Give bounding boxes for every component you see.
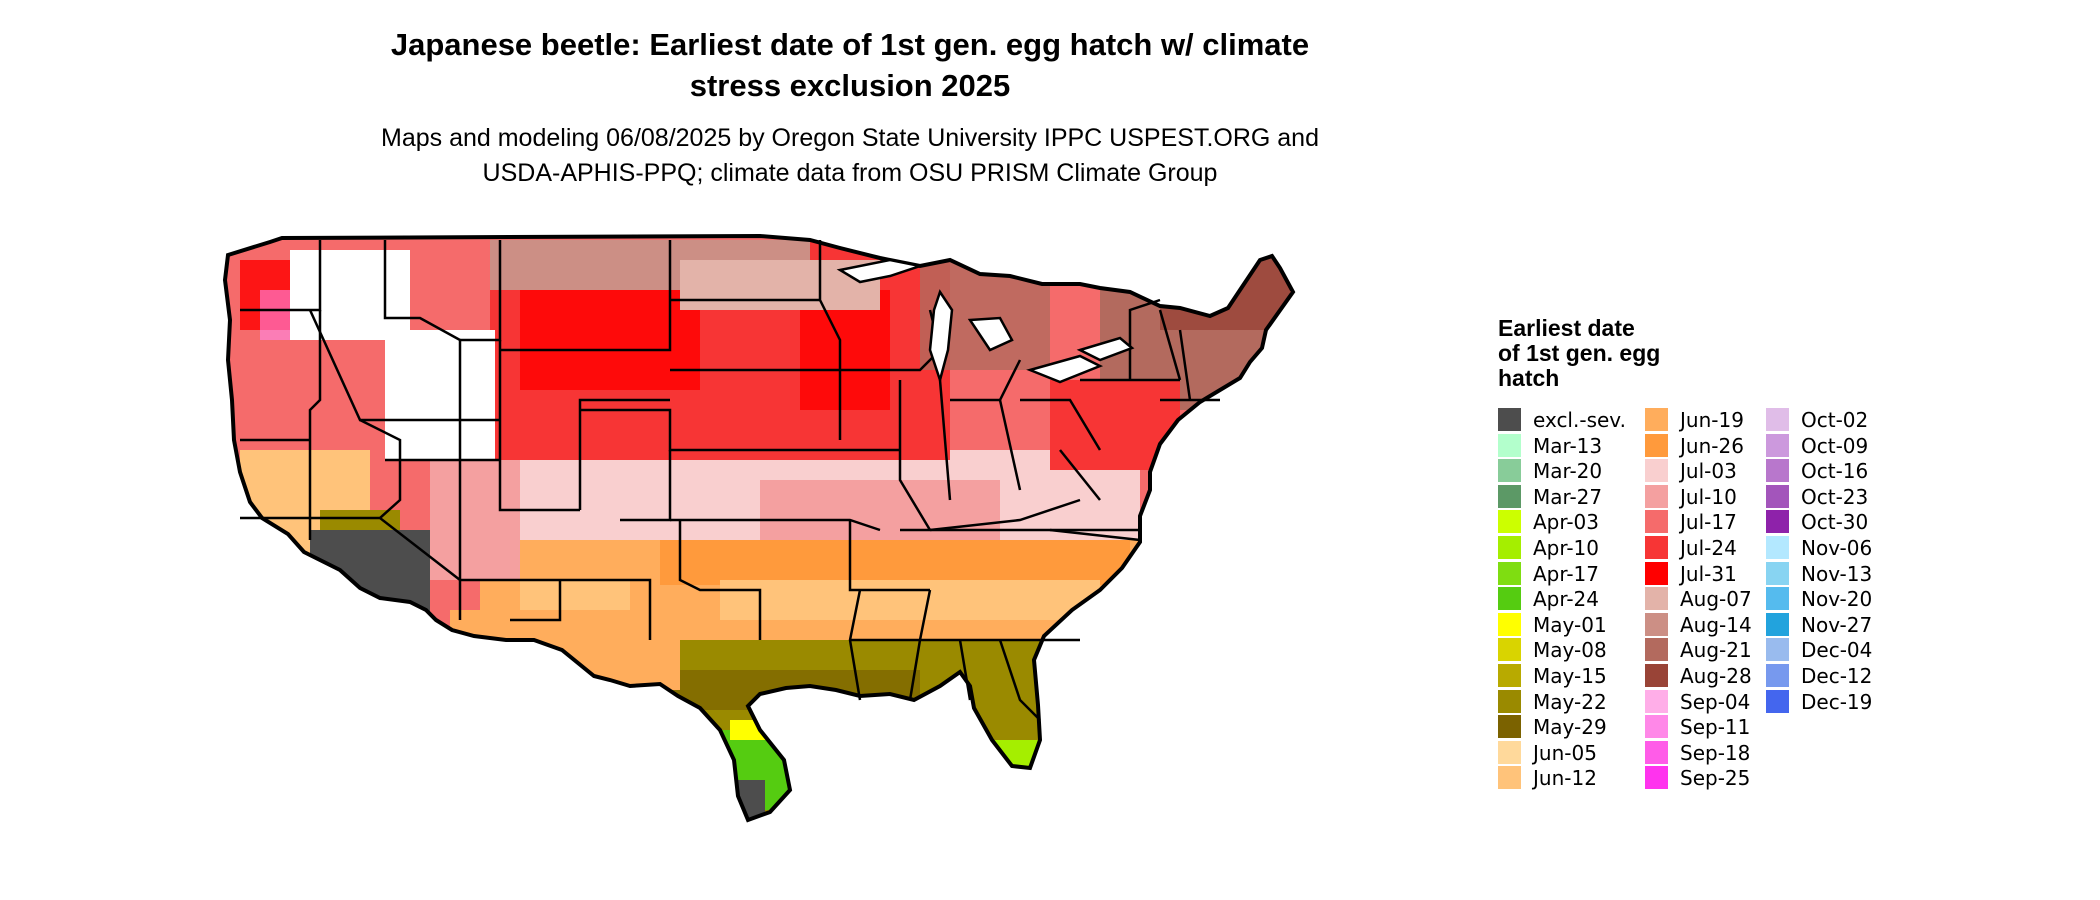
legend-swatch <box>1766 561 1789 585</box>
legend-swatch <box>1766 510 1789 534</box>
legend-label: Apr-10 <box>1533 536 1599 560</box>
legend-label: May-29 <box>1533 715 1607 740</box>
legend-label: Sep-25 <box>1680 766 1751 791</box>
legend-label: excl.-sev. <box>1533 408 1626 432</box>
legend-swatch <box>1645 612 1668 636</box>
legend-label: Nov-27 <box>1801 612 1873 637</box>
legend-swatch <box>1645 536 1668 559</box>
legend-label: May-08 <box>1533 638 1607 663</box>
legend-label: Aug-14 <box>1680 612 1752 637</box>
legend-swatch <box>1645 664 1668 687</box>
legend-label: Oct-02 <box>1801 408 1869 432</box>
legend-label: Jun-26 <box>1680 433 1744 458</box>
legend-swatch <box>1645 510 1668 534</box>
legend-swatch <box>1498 689 1521 713</box>
legend-swatch <box>1498 664 1521 687</box>
legend-label: May-01 <box>1533 612 1607 637</box>
legend-swatch <box>1498 740 1521 764</box>
legend-swatch <box>1498 715 1521 739</box>
legend-label: Sep-11 <box>1680 715 1751 740</box>
legend-swatch <box>1498 536 1521 559</box>
legend-label: Jul-10 <box>1680 484 1737 509</box>
map-title-line-1: Japanese beetle: Earliest date of 1st ge… <box>390 27 1310 62</box>
legend-swatch <box>1766 638 1789 662</box>
legend-swatch <box>1498 766 1521 790</box>
legend-swatch <box>1498 510 1521 534</box>
legend-label: Jun-05 <box>1533 740 1597 765</box>
legend-label: May-22 <box>1533 689 1607 714</box>
legend-swatch <box>1645 766 1668 790</box>
legend-swatch <box>1766 664 1789 687</box>
legend-label: Dec-12 <box>1801 664 1873 688</box>
legend-label: Apr-24 <box>1533 587 1599 612</box>
legend-swatch <box>1766 612 1789 636</box>
legend-swatch <box>1498 484 1521 508</box>
legend-label: Jul-31 <box>1680 561 1737 586</box>
legend-swatch <box>1645 689 1668 713</box>
legend-label: Apr-17 <box>1533 561 1599 586</box>
legend-swatch <box>1645 408 1668 431</box>
map-title-line-2: stress exclusion 2025 <box>689 68 1011 103</box>
legend-label: Dec-04 <box>1801 638 1873 663</box>
legend-label: Jul-03 <box>1680 459 1737 484</box>
legend-title-line-3: hatch <box>1498 365 1560 391</box>
legend-label: Nov-20 <box>1801 587 1873 612</box>
legend-label: Jun-19 <box>1680 408 1744 432</box>
legend-swatch <box>1498 638 1521 662</box>
legend-swatch <box>1766 433 1789 457</box>
legend-label: Jul-24 <box>1680 536 1737 560</box>
legend-swatch <box>1498 408 1521 431</box>
legend-swatch <box>1766 408 1789 431</box>
legend-label: Sep-18 <box>1680 740 1751 765</box>
legend-label: Apr-03 <box>1533 510 1599 535</box>
map-subtitle: Maps and modeling 06/08/2025 by Oregon S… <box>300 121 1400 191</box>
legend-label: Mar-20 <box>1533 459 1603 484</box>
legend-label: Mar-13 <box>1533 433 1603 458</box>
legend-label: Oct-09 <box>1801 433 1869 458</box>
legend-label: Aug-28 <box>1680 664 1752 688</box>
legend-swatch <box>1498 433 1521 457</box>
state-borders <box>240 240 1220 721</box>
map-subtitle-line-2: USDA-APHIS-PPQ; climate data from OSU PR… <box>482 159 1218 187</box>
legend-label: Aug-07 <box>1680 587 1752 612</box>
legend-swatch <box>1645 587 1668 611</box>
legend-swatch <box>1498 587 1521 611</box>
legend-label: Jul-17 <box>1680 510 1737 535</box>
legend-label: Sep-04 <box>1680 689 1751 714</box>
legend-swatch <box>1766 459 1789 483</box>
legend-label: Oct-30 <box>1801 510 1869 535</box>
legend-swatch <box>1645 715 1668 739</box>
legend-label: Oct-16 <box>1801 459 1869 484</box>
legend-title: Earliest date of 1st gen. egg hatch <box>1498 316 1738 391</box>
legend-swatch <box>1498 612 1521 636</box>
legend-label: Jun-12 <box>1533 766 1597 791</box>
legend-label: Dec-19 <box>1801 689 1873 714</box>
legend-label: Aug-21 <box>1680 638 1752 663</box>
legend-label: Mar-27 <box>1533 484 1603 509</box>
legend-label: Oct-23 <box>1801 484 1869 509</box>
legend-swatch <box>1766 587 1789 611</box>
legend-swatch <box>1645 561 1668 585</box>
legend-title-line-2: of 1st gen. egg <box>1498 340 1661 366</box>
legend-swatch <box>1498 459 1521 483</box>
map-subtitle-line-1: Maps and modeling 06/08/2025 by Oregon S… <box>381 124 1319 152</box>
map-legend: Earliest date of 1st gen. egg hatch excl… <box>1498 316 2018 796</box>
legend-label: Nov-06 <box>1801 536 1873 560</box>
legend-swatch <box>1645 459 1668 483</box>
legend-swatch <box>1498 561 1521 585</box>
legend-swatch <box>1766 689 1789 713</box>
legend-swatch <box>1645 433 1668 457</box>
legend-swatch <box>1645 740 1668 764</box>
legend-label: Nov-13 <box>1801 561 1873 586</box>
us-egg-hatch-map <box>223 234 1295 822</box>
map-title: Japanese beetle: Earliest date of 1st ge… <box>300 24 1400 106</box>
legend-title-line-1: Earliest date <box>1498 315 1635 341</box>
legend-swatch <box>1645 638 1668 662</box>
great-lakes <box>836 258 1135 385</box>
legend-label: May-15 <box>1533 664 1607 688</box>
legend-swatch <box>1766 484 1789 508</box>
legend-swatch <box>1645 484 1668 508</box>
legend-swatch <box>1766 536 1789 559</box>
